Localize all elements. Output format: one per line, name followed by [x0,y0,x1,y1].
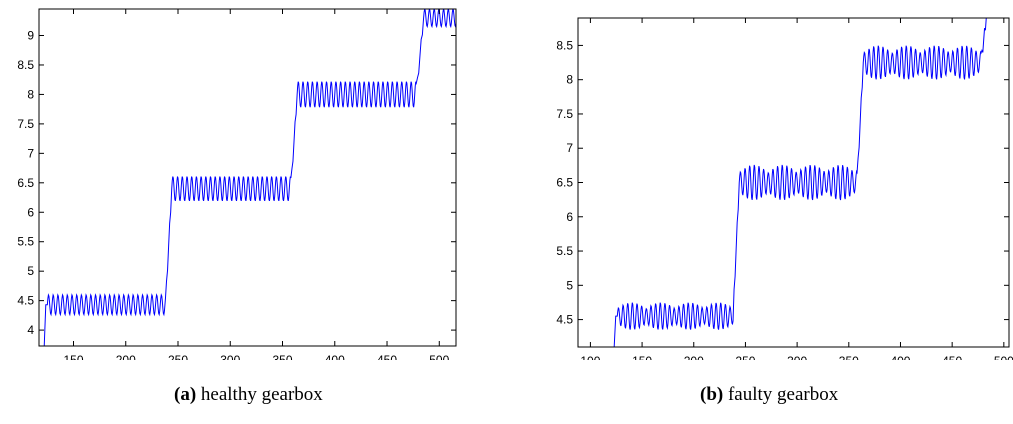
x-tick-label: 450 [942,354,962,360]
caption-text: healthy gearbox [200,384,323,405]
y-tick-label: 4 [27,323,34,337]
chart-faulty-gearbox: 100 150 200 250 300 350 400 450 500 4.5 5 5.5 6 6.5 7 7… [556,17,1013,360]
y-tick-label: 6.5 [17,176,34,190]
y-tick-label: 4.5 [556,313,573,327]
y-tick-label: 7.5 [17,117,34,131]
x-tick-label: 400 [325,353,345,360]
x-tick-label: 100 [580,354,600,360]
caption-text: faulty gearbox [727,384,839,405]
y-tick-label: 6 [27,205,34,219]
x-tick-label: 500 [994,354,1013,360]
y-tick-label: 6 [566,210,573,224]
caption-healthy-gearbox: (a) healthy gearbox [174,384,323,406]
x-tick-label: 300 [220,353,240,360]
y-tick-label: 8 [27,87,34,101]
y-tick-label: 4.5 [17,294,34,308]
x-tick-label: 250 [168,353,188,360]
y-tick-label: 5.5 [556,244,573,258]
axes-frame [577,17,1010,348]
caption-faulty-gearbox: (b) faulty gearbox [700,384,838,406]
caption-label: (b) [700,384,724,405]
y-tick-label: 5 [27,264,34,278]
y-tick-label: 8.5 [556,38,573,52]
y-tick-label: 7.5 [556,107,573,121]
chart-healthy-gearbox: 150 200 250 300 350 400 450 500 4 4.5 5 5.5 6 6.5 7 7.5… [17,8,457,360]
x-tick-label: 300 [787,354,807,360]
x-tick-label: 450 [377,353,397,360]
x-tick-label: 500 [429,353,449,360]
x-tick-label: 350 [839,354,859,360]
axes-frame [38,8,457,347]
x-tick-label: 150 [63,353,83,360]
y-tick-label: 6.5 [556,176,573,190]
signal-line [43,9,456,346]
y-tick-label: 9 [27,29,34,43]
y-tick-label: 8.5 [17,58,34,72]
caption-label: (a) [174,384,197,405]
x-tick-label: 250 [735,354,755,360]
x-tick-label: 200 [116,353,136,360]
y-tick-label: 5 [566,278,573,292]
x-tick-label: 400 [890,354,910,360]
signal-line [613,18,987,347]
x-tick-label: 200 [684,354,704,360]
x-tick-label: 150 [632,354,652,360]
x-tick-label: 350 [272,353,292,360]
y-tick-label: 5.5 [17,235,34,249]
y-tick-label: 7 [27,146,34,160]
y-tick-label: 8 [566,73,573,87]
y-tick-label: 7 [566,141,573,155]
